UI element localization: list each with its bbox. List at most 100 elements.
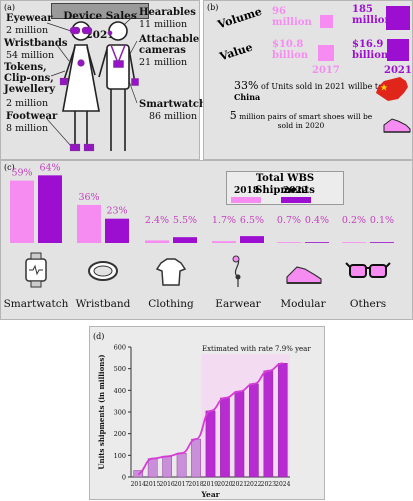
cameras-label: Attachable cameras	[139, 34, 200, 56]
earwear-icon	[232, 255, 241, 287]
y-tick-label: 600	[114, 344, 126, 352]
y-tick-label: 100	[114, 452, 126, 460]
bar-label-modular-2018: 0.7%	[277, 215, 301, 226]
value-2021-value: $16.9 billion	[352, 39, 389, 61]
bar-wristband-2022	[105, 218, 129, 243]
bar-earwear-2022	[240, 236, 264, 243]
shipment-bar-2024	[277, 363, 288, 478]
value-2021-square	[387, 39, 409, 61]
bar-label-earwear-2018: 1.7%	[212, 215, 236, 226]
hearables-value: 11 million	[139, 19, 188, 30]
x-tick-label: 2017	[174, 481, 189, 488]
people-illustration	[46, 12, 139, 152]
smartwatch-icon	[25, 252, 47, 288]
x-tick-label: 2022	[246, 481, 261, 488]
smartwatches-value: 86 million	[149, 111, 198, 122]
shipment-bar-2018	[191, 438, 201, 478]
x-tick-label: 2019	[203, 481, 218, 488]
y-axis-label: Units shipments (in millions)	[97, 354, 106, 469]
legend-title: Total WBS Shipments	[255, 173, 315, 196]
footwear-label: Footwear	[6, 111, 58, 122]
x-tick-label: 2016	[159, 481, 174, 488]
bar-label-others-2018: 0.2%	[342, 215, 366, 226]
volume-2021-value: 185 million	[352, 4, 392, 26]
panel-a-letter: (a)	[4, 3, 16, 12]
bar-others-2018	[342, 242, 366, 243]
bar-modular-2018	[277, 242, 301, 243]
smart-shoe-icon	[383, 118, 411, 133]
bar-label-wristband-2018: 36%	[78, 192, 99, 203]
value-2017-square	[318, 45, 334, 61]
shipment-bar-2020	[220, 397, 230, 478]
tokens-label: Tokens, Clip-ons, Jewellery	[4, 62, 56, 95]
category-label-clothing: Clothing	[148, 298, 194, 310]
year-2021-label: 2021	[384, 65, 412, 76]
bar-modular-2022	[305, 242, 329, 243]
eyewear-label: Eyewear	[6, 13, 53, 24]
shoes-text: million pairs of smart shoes will be sol…	[239, 112, 373, 130]
x-tick-label: 2024	[275, 481, 290, 488]
legend-2018-swatch	[231, 197, 261, 203]
device-sales-title: Device Sales 2021	[51, 3, 149, 41]
bar-earwear-2018	[212, 241, 236, 243]
x-tick-label: 2021	[232, 481, 247, 488]
bar-clothing-2018	[145, 240, 169, 243]
x-tick-label: 2014	[131, 481, 146, 488]
x-tick-label: 2018	[188, 481, 203, 488]
legend-2022-label: 2022	[283, 186, 309, 196]
bar-smartwatch-2018	[10, 180, 34, 243]
bar-wristband-2018	[77, 204, 101, 243]
cameras-value: 21 million	[139, 57, 188, 68]
shoes-stat: 5 million pairs of smart shoes will be s…	[226, 109, 376, 130]
wristband-icon	[88, 261, 118, 281]
category-label-others: Others	[350, 298, 386, 310]
shipment-bar-2019	[205, 410, 216, 478]
wristbands-value: 54 million	[6, 50, 55, 61]
year-2017-label: 2017	[312, 65, 340, 76]
estimate-annotation: Extimated with rate 7.9% year	[202, 345, 311, 353]
legend-2018-label: 2018	[234, 186, 260, 196]
bar-label-modular-2022: 0.4%	[305, 215, 329, 226]
category-label-wristband: Wristband	[76, 298, 131, 310]
bar-clothing-2022	[173, 237, 197, 243]
category-label-modular: Modular	[280, 298, 326, 310]
legend-2022-swatch	[281, 197, 311, 203]
bar-smartwatch-2022	[38, 175, 62, 243]
smartwatches-label: Smartwatches	[139, 99, 219, 110]
category-label-earwear: Earwear	[215, 298, 261, 310]
bar-label-others-2022: 0.1%	[370, 215, 394, 226]
volume-2021-square	[386, 6, 410, 30]
panel-d: (d) 0 100 200 300 400 500 600 2014 2015 2016 2017 2…	[89, 326, 325, 500]
shipment-bar-2021	[234, 391, 245, 478]
bar-others-2022	[370, 242, 394, 243]
legend-box: Total WBS Shipments 2018 2022	[226, 171, 344, 205]
y-tick-label: 200	[114, 430, 126, 438]
shipment-bar-2023	[263, 370, 274, 478]
x-tick-label: 2023	[261, 481, 276, 488]
volume-2017-square	[320, 15, 333, 28]
shipment-bar-2022	[249, 383, 259, 478]
y-tick-label: 300	[114, 409, 126, 417]
volume-2017-value: 96 million	[272, 6, 312, 28]
shipment-bar-2016	[162, 456, 172, 478]
china-map-icon	[376, 77, 408, 101]
others-icon	[345, 262, 391, 278]
shoes-number: 5	[229, 109, 237, 122]
trend-line	[137, 362, 283, 476]
panel-c: (c) Total WBS Shipments 2018 2022 59% 64%…	[0, 160, 413, 320]
category-label-smartwatch: Smartwatch	[4, 298, 69, 310]
bar-label-clothing-2022: 5.5%	[173, 215, 197, 226]
estimated-region	[201, 354, 290, 477]
x-tick-label: 2015	[145, 481, 160, 488]
panel-b: (b) Volume Value 96 million 185 million …	[203, 0, 413, 160]
panel-d-letter: (d)	[93, 332, 105, 341]
man-figure	[98, 21, 136, 151]
x-tick-label: 2020	[217, 481, 232, 488]
x-axis-label: Year	[200, 490, 220, 499]
panel-a: (a) Device Sales 2021 Eyewear 2 million …	[0, 0, 218, 160]
y-tick-label: 400	[114, 387, 126, 395]
woman-figure	[62, 21, 100, 149]
china-word: China	[234, 92, 261, 102]
wristbands-label: Wristbands	[4, 38, 68, 49]
panel-b-letter: (b)	[207, 3, 219, 12]
